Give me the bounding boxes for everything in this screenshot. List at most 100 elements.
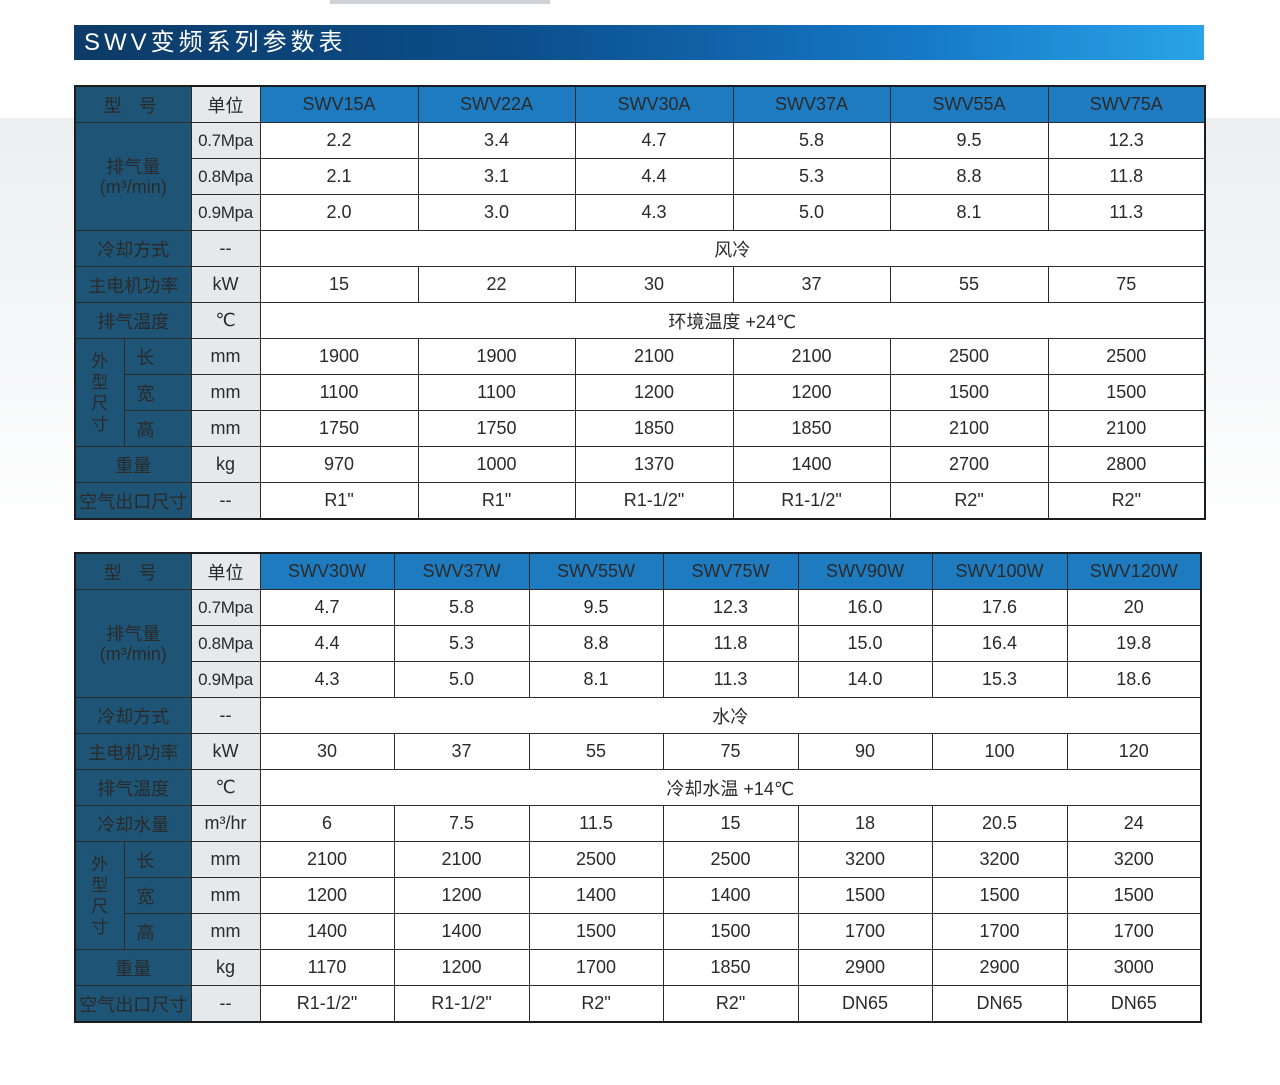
dimension-row: 宽 mm 1200 1200 1400 1400 1500 1500 1500: [75, 877, 1202, 914]
dimension-label-char: 外: [91, 854, 109, 874]
air-delivery-row: 0.8Mpa 4.4 5.3 8.8 11.8 15.0 16.4 19.8: [75, 625, 1202, 662]
weight-row: 重量 kg 970 1000 1370 1400 2700 2800: [74, 446, 1206, 483]
table-cell: 8.8: [528, 625, 664, 662]
weight-label: 重量: [74, 446, 192, 483]
table-cell: 5.8: [393, 589, 530, 626]
cooling-row: 冷却方式 -- 风冷: [74, 230, 1206, 267]
air-delivery-row: 排气量 (m³/min) 0.7Mpa 4.7 5.8 9.5 12.3 16.…: [74, 589, 1202, 698]
motor-label: 主电机功率: [74, 266, 192, 303]
motor-unit: kW: [190, 266, 261, 303]
dimension-label-char: 尺: [91, 896, 109, 916]
table-cell: 2100: [574, 338, 734, 375]
model-name: SWV30A: [574, 85, 734, 123]
table-cell: DN65: [797, 985, 933, 1023]
table-cell: 1750: [259, 410, 419, 447]
model-name: SWV90W: [797, 552, 933, 590]
model-name: SWV30W: [259, 552, 395, 590]
table-cell: 55: [889, 266, 1049, 303]
air-delivery-label-line1: 排气量: [106, 623, 161, 644]
table-cell: 2900: [797, 949, 933, 986]
table-cell: 8.1: [528, 661, 664, 698]
model-name: SWV55W: [528, 552, 664, 590]
table-cell: DN65: [931, 985, 1068, 1023]
model-name: SWV100W: [931, 552, 1068, 590]
header-row: 型 号 单位 SWV30W SWV37W SWV55W SWV75W SWV90…: [74, 552, 1202, 590]
table-cell: 970: [259, 446, 419, 483]
table-cell: 9.5: [889, 122, 1049, 159]
table-cell: R1-1/2": [259, 985, 395, 1023]
table-cell: 2100: [259, 841, 395, 878]
table-cell: 15: [259, 266, 419, 303]
spec-table-air-cooled: 型 号 单位 SWV15A SWV22A SWV30A SWV37A SWV55…: [74, 85, 1207, 520]
air-delivery-row: 0.8Mpa 2.1 3.1 4.4 5.3 8.8 11.8: [75, 158, 1206, 195]
temp-value: 冷却水温 +14℃: [259, 769, 1202, 806]
pressure-unit: 0.7Mpa: [190, 589, 261, 626]
table-cell: 16.4: [931, 625, 1068, 662]
dimension-unit: mm: [190, 410, 261, 447]
table-cell: 14.0: [797, 661, 933, 698]
model-name: SWV37W: [393, 552, 530, 590]
dimension-label-char: 型: [91, 372, 109, 392]
dimension-unit: mm: [190, 877, 261, 914]
page-title: SWV变频系列参数表: [84, 29, 347, 56]
dimension-unit: mm: [190, 841, 261, 878]
table-cell: 2100: [1047, 410, 1206, 447]
table-cell: 18: [797, 805, 933, 842]
table-cell: 1200: [732, 374, 891, 411]
dimension-label: 外 型 尺 寸: [74, 338, 125, 447]
table-cell: 1200: [393, 949, 530, 986]
table-cell: 2100: [889, 410, 1049, 447]
table-cell: 2500: [528, 841, 664, 878]
cooling-unit: --: [190, 697, 261, 734]
table-cell: 11.3: [662, 661, 799, 698]
table-cell: 4.4: [574, 158, 734, 195]
model-name: SWV55A: [889, 85, 1049, 123]
dimension-unit: mm: [190, 913, 261, 950]
outlet-label: 空气出口尺寸: [74, 482, 192, 520]
table-cell: R2": [662, 985, 799, 1023]
dimension-label-char: 型: [91, 875, 109, 895]
table-cell: 1400: [528, 877, 664, 914]
temp-value: 环境温度 +24℃: [259, 302, 1206, 339]
outlet-row: 空气出口尺寸 -- R1" R1" R1-1/2" R1-1/2" R2" R2…: [74, 482, 1206, 520]
table-cell: 1200: [259, 877, 395, 914]
table-cell: 2800: [1047, 446, 1206, 483]
dimension-row: 高 mm 1400 1400 1500 1500 1700 1700 1700: [75, 913, 1202, 950]
table-cell: 5.0: [732, 194, 891, 231]
dimension-sub-label: 宽: [123, 374, 192, 411]
table-cell: 4.7: [574, 122, 734, 159]
dimension-row: 高 mm 1750 1750 1850 1850 2100 2100: [75, 410, 1206, 447]
header-row: 型 号 单位 SWV15A SWV22A SWV30A SWV37A SWV55…: [74, 85, 1206, 123]
cooling-row: 冷却方式 -- 水冷: [74, 697, 1202, 734]
weight-row: 重量 kg 1170 1200 1700 1850 2900 2900 3000: [74, 949, 1202, 986]
table-cell: R1-1/2": [732, 482, 891, 520]
table-cell: 24: [1066, 805, 1202, 842]
table-cell: 1200: [574, 374, 734, 411]
table-cell: 30: [574, 266, 734, 303]
table-cell: 11.3: [1047, 194, 1206, 231]
table-cell: 4.7: [259, 589, 395, 626]
table-cell: 2100: [732, 338, 891, 375]
table-cell: 11.8: [1047, 158, 1206, 195]
table-cell: 20: [1066, 589, 1202, 626]
outlet-unit: --: [190, 482, 261, 520]
table-cell: 3200: [931, 841, 1068, 878]
air-delivery-label-line2: (m³/min): [99, 643, 167, 664]
pressure-unit: 0.9Mpa: [190, 194, 261, 231]
table-cell: 1700: [797, 913, 933, 950]
pressure-unit: 0.8Mpa: [190, 158, 261, 195]
dimension-label-char: 寸: [91, 414, 109, 434]
table-cell: 2.2: [259, 122, 419, 159]
pressure-unit: 0.8Mpa: [190, 625, 261, 662]
table-cell: 6: [259, 805, 395, 842]
model-name: SWV22A: [417, 85, 576, 123]
model-name: SWV120W: [1066, 552, 1202, 590]
table-cell: 1100: [259, 374, 419, 411]
table-cell: 1500: [528, 913, 664, 950]
air-delivery-label: 排气量 (m³/min): [74, 122, 192, 231]
weight-unit: kg: [190, 446, 261, 483]
table-cell: 7.5: [393, 805, 530, 842]
table-cell: 75: [1047, 266, 1206, 303]
table-cell: 3.4: [417, 122, 576, 159]
table-cell: 12.3: [1047, 122, 1206, 159]
